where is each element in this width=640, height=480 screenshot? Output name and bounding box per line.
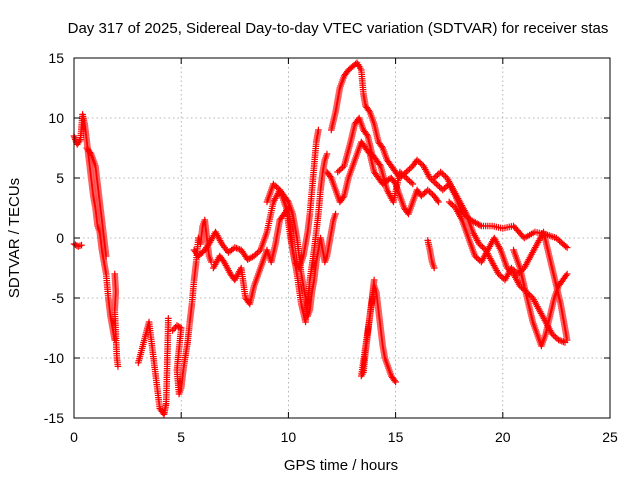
data-point bbox=[430, 264, 438, 272]
data-point bbox=[562, 243, 569, 250]
x-tick-label: 25 bbox=[602, 429, 618, 445]
data-point bbox=[406, 177, 413, 185]
data-point bbox=[334, 168, 342, 176]
data-point bbox=[176, 323, 184, 331]
data-point bbox=[403, 174, 410, 182]
data-point bbox=[392, 378, 399, 386]
series-sat-2 bbox=[70, 111, 119, 344]
data-point bbox=[416, 159, 424, 167]
y-tick-label: -5 bbox=[52, 290, 65, 306]
data-point bbox=[315, 126, 322, 134]
series-sat-16 bbox=[445, 198, 569, 346]
series-sat-9 bbox=[263, 126, 322, 272]
data-point bbox=[404, 176, 412, 183]
data-point bbox=[102, 252, 110, 260]
x-tick-label: 20 bbox=[495, 429, 511, 445]
y-tick-label: 15 bbox=[48, 50, 64, 66]
data-point bbox=[207, 258, 215, 266]
data-point bbox=[78, 241, 85, 249]
data-point bbox=[437, 168, 444, 176]
tick-labels: 0 5 10 15 20 25 -15 -10 -5 0 5 10 15 bbox=[44, 50, 618, 445]
chart-title: Day 317 of 2025, Sidereal Day-to-day VTE… bbox=[68, 20, 609, 37]
data-point bbox=[326, 173, 334, 180]
y-axis-label: SDTVAR / TECUs bbox=[6, 178, 23, 298]
data-point bbox=[433, 180, 440, 188]
data-point bbox=[404, 167, 412, 174]
data-points bbox=[70, 59, 571, 418]
data-point bbox=[563, 270, 571, 278]
x-tick-label: 0 bbox=[70, 429, 78, 445]
data-point bbox=[556, 237, 563, 245]
data-point bbox=[427, 189, 435, 197]
data-point bbox=[476, 221, 484, 229]
y-tick-label: -15 bbox=[44, 410, 64, 426]
data-point bbox=[365, 107, 373, 114]
x-tick-label: 10 bbox=[281, 429, 297, 445]
data-point bbox=[165, 315, 172, 322]
data-point bbox=[363, 131, 370, 138]
series-sat-6 bbox=[169, 216, 215, 398]
series-sat-3 bbox=[83, 144, 110, 260]
series-sat-13 bbox=[357, 276, 399, 386]
data-point bbox=[376, 161, 383, 168]
data-point bbox=[424, 186, 432, 194]
data-point bbox=[254, 249, 261, 257]
data-point bbox=[435, 198, 442, 206]
data-point bbox=[399, 171, 407, 179]
y-tick-label: 10 bbox=[48, 110, 64, 126]
data-point bbox=[337, 165, 345, 173]
data-point bbox=[552, 333, 559, 341]
x-axis-label: GPS time / hours bbox=[284, 457, 398, 474]
series-sat-12 bbox=[334, 114, 417, 206]
x-tick-label: 15 bbox=[388, 429, 404, 445]
data-point bbox=[436, 183, 443, 191]
series-sat-17 bbox=[510, 246, 571, 350]
data-point bbox=[336, 167, 343, 174]
x-tick-label: 5 bbox=[177, 429, 185, 445]
data-point bbox=[439, 186, 447, 194]
series-sat-1 bbox=[70, 240, 85, 250]
data-point bbox=[403, 168, 410, 176]
data-point bbox=[438, 170, 446, 177]
series-sat-8 bbox=[210, 150, 331, 326]
series-sat-10 bbox=[323, 138, 442, 218]
data-point bbox=[332, 210, 339, 218]
y-tick-label: 0 bbox=[56, 230, 64, 246]
data-point bbox=[409, 180, 417, 188]
data-point bbox=[562, 272, 570, 279]
y-tick-label: -10 bbox=[44, 350, 64, 366]
data-point bbox=[440, 171, 448, 179]
data-point bbox=[434, 182, 442, 189]
data-point bbox=[426, 188, 433, 195]
data-point bbox=[479, 243, 486, 251]
series-sat-14 bbox=[424, 237, 438, 272]
data-point bbox=[406, 165, 413, 173]
data-point bbox=[391, 377, 398, 384]
data-point bbox=[449, 201, 456, 209]
y-tick-label: 5 bbox=[56, 170, 64, 186]
data-point bbox=[407, 179, 415, 186]
data-point bbox=[434, 171, 441, 179]
data-point bbox=[445, 198, 453, 206]
series-sat-11 bbox=[327, 59, 571, 251]
data-point bbox=[563, 244, 571, 251]
data-point bbox=[447, 200, 455, 207]
series-sat-5 bbox=[135, 315, 172, 418]
data-point bbox=[434, 197, 441, 204]
data-point bbox=[378, 143, 385, 150]
data-point bbox=[323, 150, 331, 158]
data-point bbox=[421, 189, 428, 197]
data-point bbox=[114, 363, 122, 370]
data-point bbox=[441, 185, 448, 192]
data-point bbox=[339, 194, 347, 201]
data-point bbox=[86, 149, 94, 156]
series-sat-4 bbox=[111, 270, 122, 370]
data-point bbox=[561, 339, 569, 346]
